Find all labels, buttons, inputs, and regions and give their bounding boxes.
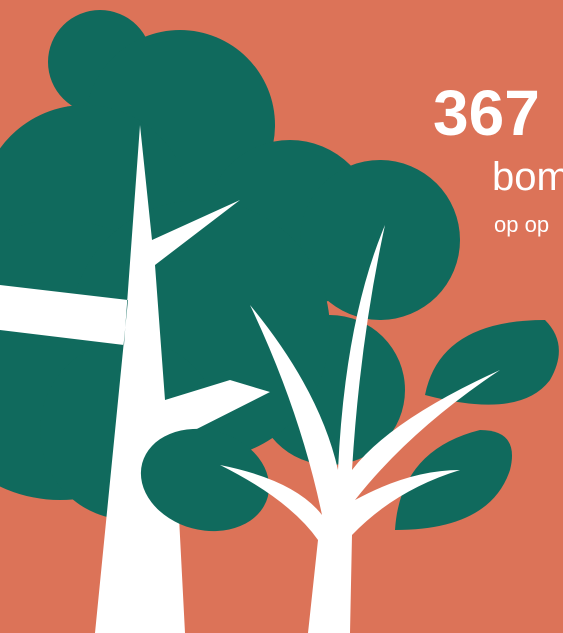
headline-word: bom — [492, 155, 563, 199]
headline-number: 367 — [433, 77, 540, 149]
small-tree-leaves — [140, 320, 559, 532]
small-tree-trunk — [220, 225, 500, 633]
headline-subline: op op — [494, 212, 549, 237]
large-tree-trunk — [0, 125, 270, 633]
